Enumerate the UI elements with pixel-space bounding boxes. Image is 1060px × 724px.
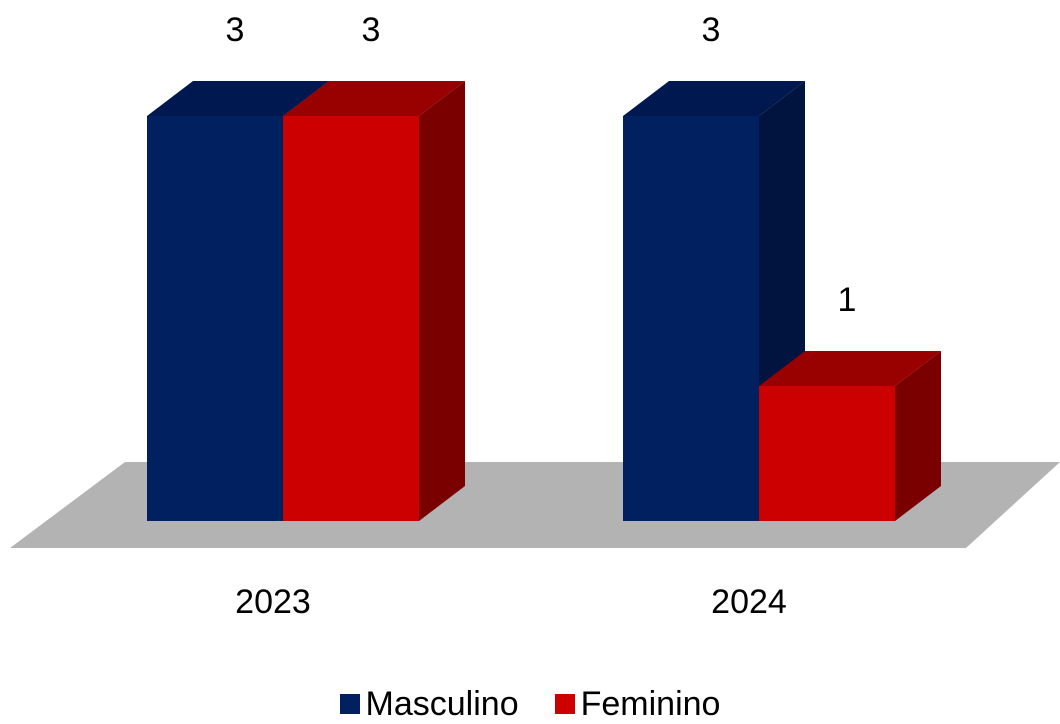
bar-feminino-2024 (759, 386, 895, 521)
bar-feminino-2024-side (895, 351, 941, 521)
bar-masculino-2023 (147, 116, 283, 521)
legend: Masculino Feminino (0, 684, 1060, 724)
category-label-2024: 2024 (711, 583, 787, 621)
bar-chart: 3 3 2023 3 1 2024 (10, 11, 1060, 621)
bar-masculino-2023-top (147, 81, 329, 116)
data-label-masculino-2023: 3 (226, 11, 245, 49)
bar-feminino-2023 (283, 116, 419, 521)
bars-group (147, 81, 941, 521)
bar-masculino-2024-top (623, 81, 805, 116)
bar-masculino-2024 (623, 116, 759, 521)
labels-group: 3 3 2023 3 1 2024 (226, 11, 857, 621)
legend-item-feminino[interactable]: Feminino (554, 685, 721, 723)
legend-swatch-masculino (339, 694, 360, 714)
bar-feminino-2024-top (759, 351, 941, 386)
category-label-2023: 2023 (235, 583, 311, 621)
legend-label-masculino: Masculino (365, 685, 519, 723)
legend-item-masculino[interactable]: Masculino (339, 685, 519, 723)
legend-swatch-feminino (554, 694, 575, 714)
bar-feminino-2023-side (419, 81, 465, 521)
data-label-feminino-2023: 3 (362, 11, 381, 49)
data-label-feminino-2024: 1 (838, 281, 857, 319)
bar-feminino-2023-top (283, 81, 465, 116)
legend-label-feminino: Feminino (580, 685, 721, 723)
data-label-masculino-2024: 3 (702, 11, 721, 49)
